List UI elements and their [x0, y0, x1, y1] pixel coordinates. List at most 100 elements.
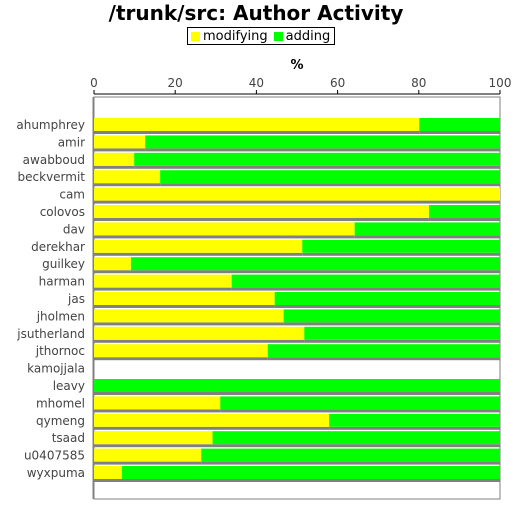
bar-modifying-amir	[94, 135, 146, 149]
bar-modifying-colovos	[94, 205, 429, 218]
bar-shadow	[160, 183, 501, 187]
bar-adding-derekhar	[302, 239, 500, 253]
bar-adding-harman	[231, 274, 500, 288]
legend-label-adding: adding	[285, 28, 331, 44]
y-tick-label: harman	[39, 275, 85, 289]
legend-swatch-modifying	[191, 31, 200, 41]
y-tick-label: cam	[59, 188, 85, 202]
bar-shadow	[94, 461, 202, 465]
legend: modifying adding	[187, 27, 336, 45]
x-tick-label: 80	[411, 76, 426, 90]
bar-modifying-jas	[94, 292, 275, 305]
y-tick-label: mhomel	[36, 396, 85, 410]
bar-shadow	[94, 339, 305, 343]
bar-adding-leavy	[94, 379, 500, 392]
bar-shadow	[302, 252, 500, 256]
bar-adding-tsaad	[212, 431, 500, 445]
bar-shadow	[94, 183, 161, 187]
bar-shadow	[354, 235, 500, 239]
bar-adding-mhomel	[220, 396, 501, 410]
chart-title: /trunk/src: Author Activity	[108, 1, 404, 25]
bar-adding-amir	[145, 135, 500, 149]
bar-shadow	[130, 270, 501, 274]
bar-shadow	[304, 339, 500, 343]
y-tick-label: qymeng	[36, 414, 85, 428]
bar-modifying-u0407585	[94, 448, 202, 462]
legend-swatch-adding	[273, 31, 283, 41]
bar-shadow	[212, 444, 500, 448]
bar-shadow	[94, 479, 123, 482]
bar-adding-colovos	[428, 205, 500, 218]
y-tick-label: derekhar	[31, 240, 85, 254]
y-tick-label: jsutherland	[16, 327, 85, 341]
bar-shadow	[94, 165, 135, 169]
bar-adding-awabboud	[134, 152, 500, 166]
bar-modifying-jthornoc	[94, 344, 268, 358]
y-tick-label: beckvermit	[18, 170, 86, 184]
bar-adding-u0407585	[201, 448, 500, 462]
bar-shadow	[94, 252, 303, 256]
bar-shadow	[94, 287, 232, 291]
y-tick-label: kamojjala	[27, 362, 85, 376]
x-tick-label: 20	[168, 76, 183, 90]
bar-modifying-wyxpuma	[94, 466, 123, 479]
bar-shadow	[94, 235, 355, 239]
y-tick-label: jholmen	[36, 309, 85, 323]
bar-adding-dav	[354, 222, 500, 236]
bar-shadow	[419, 131, 500, 134]
bar-adding-jas	[274, 292, 500, 305]
bar-modifying-dav	[94, 222, 355, 236]
bar-adding-ahumphrey	[419, 118, 500, 131]
x-tick-label: 60	[330, 76, 345, 90]
bar-adding-beckvermit	[160, 170, 501, 184]
y-tick-label: jas	[67, 292, 85, 306]
bar-modifying-jsutherland	[94, 326, 305, 340]
bar-shadow	[283, 322, 500, 326]
bar-shadow	[428, 218, 500, 221]
bar-shadow	[94, 270, 131, 274]
bar-shadow	[274, 305, 500, 308]
bar-modifying-tsaad	[94, 431, 213, 445]
bar-adding-wyxpuma	[122, 466, 500, 479]
bar-shadow	[94, 322, 284, 326]
y-tick-label: dav	[63, 222, 85, 236]
legend-entry-adding: adding	[273, 28, 331, 44]
bar-modifying-cam	[94, 187, 500, 201]
bar-shadow	[94, 392, 500, 395]
bar-shadow	[329, 426, 500, 430]
bar-shadow	[94, 218, 429, 221]
bar-modifying-jholmen	[94, 309, 284, 323]
bar-adding-jthornoc	[267, 344, 500, 358]
bar-shadow	[267, 357, 500, 361]
x-tick-label: 40	[249, 76, 264, 90]
legend-label-modifying: modifying	[203, 28, 268, 44]
bar-shadow	[94, 148, 146, 152]
bar-shadow	[94, 357, 268, 361]
bar-shadow	[145, 148, 500, 152]
bar-adding-jholmen	[283, 309, 500, 323]
bar-shadow	[220, 409, 501, 413]
bar-modifying-beckvermit	[94, 170, 161, 184]
y-tick-label: ahumphrey	[16, 118, 85, 132]
y-tick-label: guilkey	[42, 257, 85, 271]
bar-modifying-guilkey	[94, 257, 131, 271]
bar-modifying-harman	[94, 274, 232, 288]
x-tick-label: 100	[489, 76, 512, 90]
bar-modifying-mhomel	[94, 396, 221, 410]
bar-adding-qymeng	[329, 413, 500, 427]
y-tick-label: leavy	[53, 379, 85, 393]
bar-shadow	[201, 461, 500, 465]
y-tick-label: colovos	[40, 205, 85, 219]
bar-shadow	[94, 409, 221, 413]
y-tick-label: jthornoc	[35, 344, 85, 358]
y-tick-label: amir	[58, 135, 85, 149]
bar-shadow	[134, 165, 500, 169]
bar-shadow	[94, 305, 275, 308]
bar-modifying-derekhar	[94, 239, 303, 253]
y-tick-label: awabboud	[23, 153, 85, 167]
bar-shadow	[122, 479, 500, 482]
bar-modifying-qymeng	[94, 413, 330, 427]
bar-shadow	[94, 131, 420, 134]
y-tick-label: u0407585	[24, 449, 85, 463]
x-tick-label: 0	[90, 76, 98, 90]
